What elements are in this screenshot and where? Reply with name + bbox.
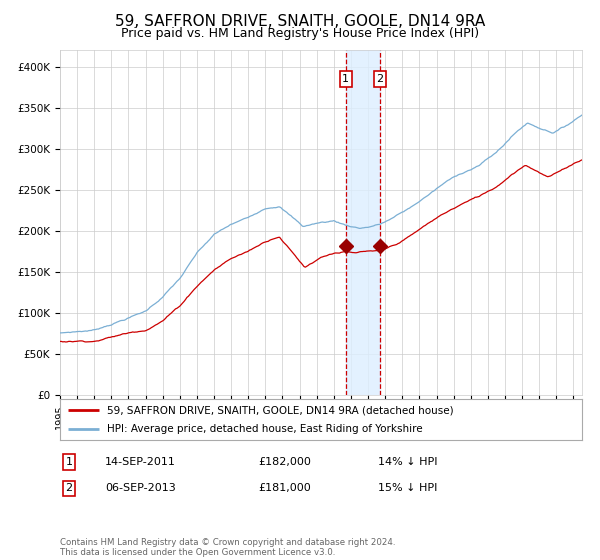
Text: 06-SEP-2013: 06-SEP-2013 [105, 483, 176, 493]
Text: 2: 2 [376, 74, 383, 84]
Text: 15% ↓ HPI: 15% ↓ HPI [378, 483, 437, 493]
Text: Price paid vs. HM Land Registry's House Price Index (HPI): Price paid vs. HM Land Registry's House … [121, 27, 479, 40]
Bar [346, 50, 380, 395]
Text: HPI: Average price, detached house, East Riding of Yorkshire: HPI: Average price, detached house, East… [107, 424, 422, 433]
Text: 1: 1 [65, 457, 73, 467]
Text: Contains HM Land Registry data © Crown copyright and database right 2024.
This d: Contains HM Land Registry data © Crown c… [60, 538, 395, 557]
Text: 2: 2 [65, 483, 73, 493]
Text: 14-SEP-2011: 14-SEP-2011 [105, 457, 176, 467]
Text: £182,000: £182,000 [258, 457, 311, 467]
Text: 1: 1 [343, 74, 349, 84]
Text: 59, SAFFRON DRIVE, SNAITH, GOOLE, DN14 9RA (detached house): 59, SAFFRON DRIVE, SNAITH, GOOLE, DN14 9… [107, 405, 454, 415]
Text: 59, SAFFRON DRIVE, SNAITH, GOOLE, DN14 9RA: 59, SAFFRON DRIVE, SNAITH, GOOLE, DN14 9… [115, 14, 485, 29]
Text: £181,000: £181,000 [258, 483, 311, 493]
Text: 14% ↓ HPI: 14% ↓ HPI [378, 457, 437, 467]
